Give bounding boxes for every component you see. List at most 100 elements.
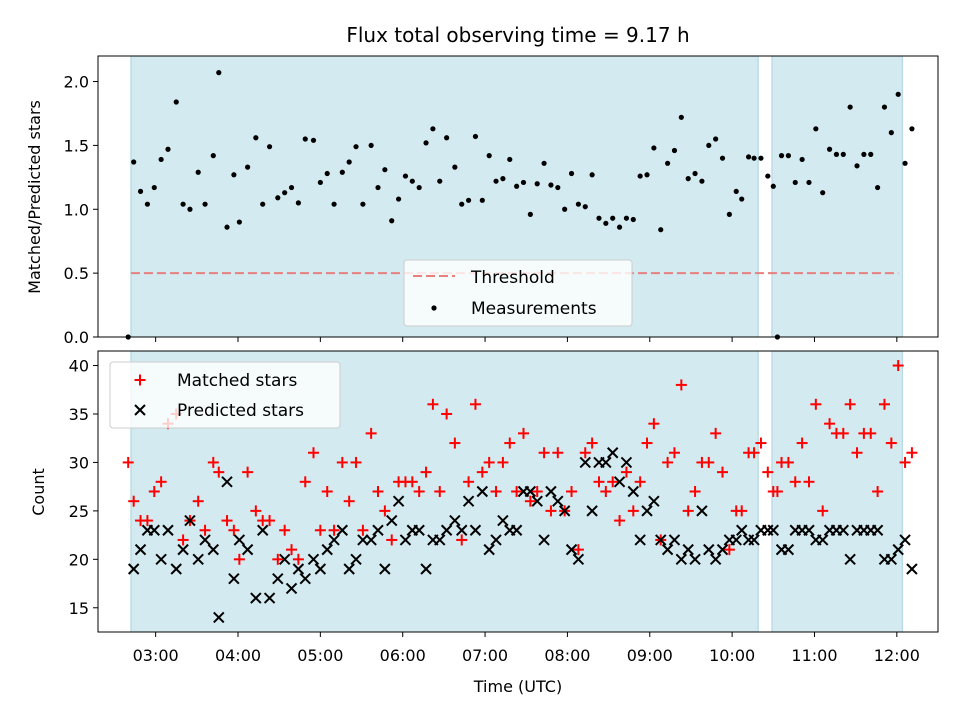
- measurement-point: [745, 154, 752, 160]
- predicted-star-point: [648, 495, 660, 507]
- matched-star-point: [504, 437, 516, 449]
- measurement-point: [465, 197, 472, 203]
- x-stroke: [321, 543, 333, 556]
- measurement-point: [409, 178, 415, 184]
- predicted-star-point: [709, 553, 722, 566]
- matched-star-point: [497, 456, 509, 468]
- x-stroke: [661, 543, 674, 556]
- measurement-point: [520, 179, 527, 186]
- predicted-star-point: [162, 524, 174, 536]
- predicted-star-point: [736, 524, 748, 536]
- matched-star-point: [292, 553, 304, 565]
- x-stroke: [399, 534, 412, 546]
- measurement-point: [541, 160, 547, 166]
- measurement-point: [909, 126, 915, 132]
- measurement-point: [402, 173, 409, 179]
- measurement-point: [589, 172, 595, 178]
- matched-star-point: [386, 534, 398, 546]
- x-stroke: [228, 572, 240, 585]
- matched-star-point: [837, 427, 849, 439]
- predicted-star-point: [641, 505, 653, 517]
- x-tick-label: 09:00: [627, 646, 673, 665]
- x-stroke: [730, 534, 742, 546]
- x-stroke: [134, 543, 147, 556]
- matched-star-point: [641, 437, 653, 449]
- measurement-point: [253, 135, 259, 141]
- x-stroke: [558, 505, 571, 517]
- x-stroke: [782, 543, 795, 556]
- x-tick-label: 11:00: [791, 646, 837, 665]
- predicted-star-point: [627, 485, 640, 498]
- predicted-star-point: [386, 514, 398, 527]
- matched-star-point: [321, 486, 333, 497]
- matched-star-point: [552, 447, 564, 459]
- matched-star-point: [899, 456, 911, 468]
- matched-star-point: [545, 505, 557, 517]
- measurement-point: [792, 179, 798, 186]
- predicted-star-point: [365, 534, 377, 546]
- predicted-star-point: [510, 524, 523, 536]
- y-tick-label: 0.5: [64, 264, 89, 283]
- matched-star-point: [420, 466, 432, 478]
- matched-star-point: [406, 476, 418, 488]
- x-stroke: [497, 514, 509, 527]
- measurement-point: [806, 179, 812, 186]
- y-tick-label: 0.0: [64, 328, 89, 347]
- measurement-point: [346, 159, 352, 165]
- measurement-point: [671, 147, 678, 154]
- chart-title: Flux total observing time = 9.17 h: [346, 23, 689, 47]
- x-stroke: [350, 553, 362, 566]
- matched-star-point: [357, 524, 369, 536]
- predicted-star-point: [531, 495, 543, 507]
- matched-star-point: [314, 524, 326, 536]
- x-stroke: [767, 524, 780, 536]
- measurement-point: [739, 196, 745, 202]
- x-stroke: [449, 514, 461, 527]
- predicted-star-point: [328, 534, 340, 546]
- x-stroke: [620, 456, 633, 469]
- measurement-point: [616, 224, 623, 230]
- matched-star-point: [427, 398, 439, 410]
- matched-star-point: [469, 398, 481, 410]
- x-stroke: [162, 524, 174, 536]
- matched-star-point: [620, 466, 632, 478]
- x-stroke: [413, 524, 425, 536]
- predicted-star-point: [579, 456, 591, 469]
- matched-star-point: [463, 476, 475, 488]
- x-tick-label: 10:00: [709, 646, 755, 665]
- bottom-y-axis-label: Count: [29, 468, 48, 516]
- y-tick-label: 20: [69, 550, 89, 569]
- matched-star-point: [607, 476, 619, 488]
- predicted-star-point: [689, 553, 701, 566]
- matched-star-point: [434, 486, 446, 497]
- measurement-point: [692, 170, 698, 177]
- x-tick-label: 12:00: [874, 646, 920, 665]
- x-stroke: [213, 611, 225, 624]
- predicted-star-point: [844, 553, 856, 566]
- x-stroke: [155, 553, 167, 566]
- x-stroke: [328, 534, 340, 546]
- measurement-point: [144, 201, 151, 207]
- measurement-point: [733, 188, 739, 194]
- predicted-star-point: [661, 543, 674, 556]
- matched-star-point: [148, 486, 160, 497]
- measurement-point: [888, 130, 894, 136]
- x-stroke: [627, 485, 640, 498]
- x-stroke: [263, 592, 276, 604]
- predicted-star-point: [476, 485, 489, 498]
- matched-star-point: [279, 524, 291, 536]
- x-stroke: [241, 543, 254, 556]
- x-stroke: [613, 476, 626, 488]
- matched-star-point: [233, 553, 245, 565]
- matched-star-point: [789, 476, 801, 488]
- matched-star-point: [122, 456, 134, 468]
- x-stroke: [272, 572, 284, 585]
- matched-star-point: [242, 466, 254, 478]
- x-stroke: [531, 495, 543, 507]
- x-stroke: [199, 534, 211, 546]
- matched-star-point: [593, 476, 605, 488]
- x-stroke: [192, 553, 204, 566]
- x-stroke: [885, 553, 898, 566]
- matched-star-point: [579, 447, 591, 459]
